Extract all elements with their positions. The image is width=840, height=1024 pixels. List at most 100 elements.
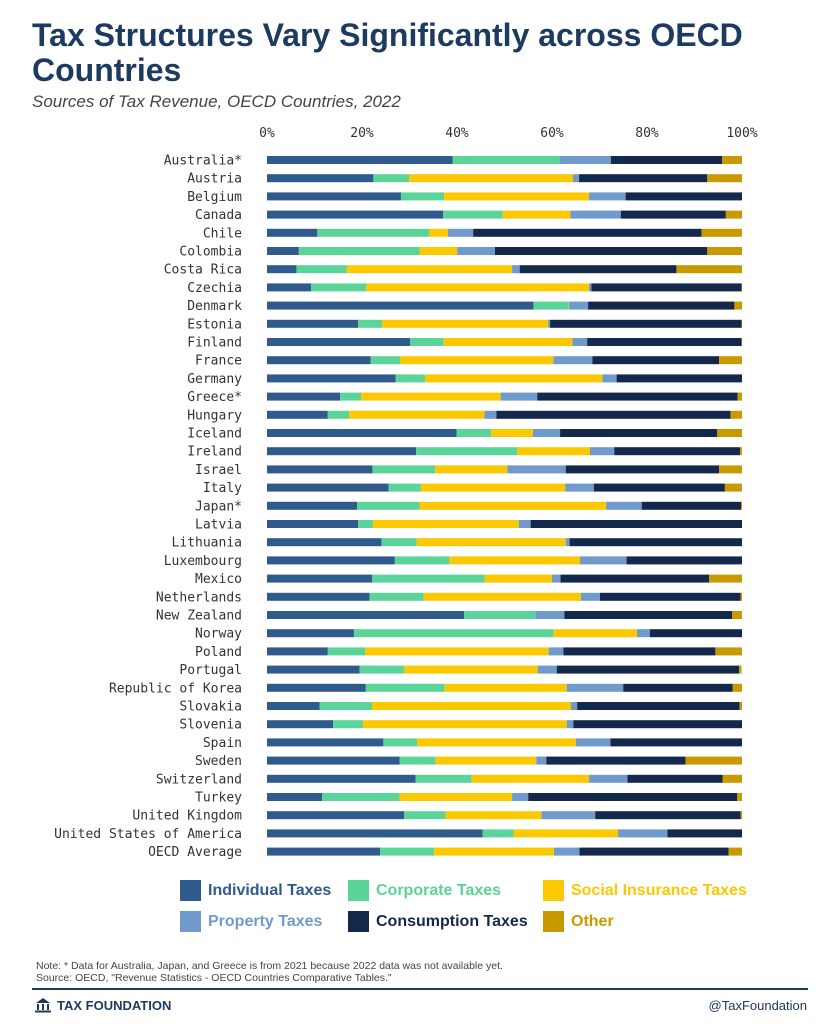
x-tick-label: 0% [259, 126, 275, 141]
bar-segment-corporate-taxes [298, 247, 420, 255]
bar-segment-individual-taxes [267, 374, 396, 383]
bar-row: Japan* [195, 499, 742, 514]
bar-segment-property-taxes [602, 374, 617, 383]
bar-segment-corporate-taxes [380, 847, 435, 856]
bar-segment-individual-taxes [267, 174, 374, 183]
category-label: Austria [187, 172, 242, 187]
bar-segment-consumption-taxes [625, 192, 742, 201]
bar-segment-corporate-taxes [359, 665, 405, 674]
bar-segment-consumption-taxes [641, 501, 742, 510]
bar-segment-property-taxes [566, 683, 624, 692]
bar-segment-individual-taxes [267, 429, 457, 437]
legend-swatch [543, 911, 564, 932]
category-label: Spain [203, 736, 242, 751]
bar-segment-other [737, 793, 742, 801]
bar-segment-social-insurance-taxes [362, 720, 567, 729]
bar-segment-social-insurance-taxes [365, 647, 549, 656]
legend-label: Consumption Taxes [376, 912, 528, 930]
bar-segment-individual-taxes [267, 483, 389, 492]
bar-segment-consumption-taxes [626, 556, 742, 565]
bar-segment-social-insurance-taxes [425, 374, 603, 383]
bar-segment-corporate-taxes [311, 283, 367, 292]
bar-segment-other [732, 611, 742, 619]
bar-segment-individual-taxes [267, 156, 453, 164]
bar-segment-consumption-taxes [610, 738, 742, 747]
legend-swatch [348, 880, 369, 901]
bar-segment-property-taxes [512, 265, 520, 274]
bar-segment-social-insurance-taxes [361, 392, 501, 401]
bar-segment-social-insurance-taxes [553, 629, 638, 638]
bar-segment-other [741, 501, 742, 510]
bar-segment-individual-taxes [267, 756, 400, 765]
bar-segment-corporate-taxes [415, 774, 472, 783]
bar-row: Estonia [187, 317, 742, 332]
bar-segment-property-taxes [580, 556, 627, 565]
bar-row: Hungary [187, 408, 742, 423]
bar-segment-other [707, 174, 742, 183]
category-label: Slovenia [179, 718, 242, 733]
bar-row: Netherlands [156, 590, 742, 605]
bar-segment-corporate-taxes [370, 356, 400, 365]
bar-segment-social-insurance-taxes [399, 793, 513, 801]
category-label: Switzerland [156, 772, 242, 787]
bar-segment-property-taxes [580, 592, 600, 601]
bar-segment-individual-taxes [267, 647, 328, 656]
brand-logo: TAX FOUNDATION [34, 997, 171, 1013]
bar-segment-social-insurance-taxes [435, 465, 508, 474]
x-tick-label: 20% [350, 126, 374, 141]
bar-segment-property-taxes [560, 156, 611, 164]
chart-legend: Individual Taxes Corporate Taxes Social In… [180, 880, 780, 932]
bar-row: Finland [187, 336, 742, 351]
category-label: Luxembourg [164, 554, 242, 569]
bar-segment-other [715, 647, 742, 656]
bar-segment-other [739, 702, 742, 710]
bar-segment-social-insurance-taxes [417, 738, 576, 747]
bar-segment-corporate-taxes [358, 520, 373, 528]
bar-segment-corporate-taxes [482, 829, 514, 838]
bar-row: Turkey [195, 791, 742, 806]
bar-row: Latvia [195, 518, 742, 533]
category-label: Chile [203, 226, 242, 241]
bar-segment-individual-taxes [267, 574, 372, 583]
category-label: Iceland [187, 427, 242, 442]
bar-segment-social-insurance-taxes [419, 501, 607, 510]
chart-title: Tax Structures Vary Significantly across… [32, 17, 743, 88]
bar-segment-individual-taxes [267, 465, 373, 474]
bar-segment-individual-taxes [267, 702, 320, 710]
bar-row: Colombia [179, 245, 742, 260]
bar-segment-property-taxes [553, 356, 593, 365]
bar-segment-consumption-taxes [610, 156, 723, 164]
bar-segment-consumption-taxes [595, 811, 741, 820]
bar-row: Denmark [187, 299, 742, 314]
category-label: Costa Rica [164, 263, 242, 278]
bar-segment-social-insurance-taxes [423, 592, 581, 601]
category-label: Greece* [187, 390, 242, 405]
bar-segment-property-taxes [606, 501, 642, 510]
bar-segment-property-taxes [566, 720, 574, 729]
category-label: France [195, 354, 242, 369]
bar-segment-social-insurance-taxes [449, 556, 581, 565]
legend-label: Other [571, 912, 614, 930]
bar-segment-other [728, 847, 742, 856]
bar-segment-property-taxes [500, 392, 538, 401]
source-text: Source: OECD, "Revenue Statistics - OECD… [36, 972, 392, 984]
bar-segment-social-insurance-taxes [416, 538, 566, 547]
bar-segment-social-insurance-taxes [346, 265, 513, 274]
bar-row: Slovenia [179, 718, 742, 733]
legend-item: Consumption Taxes [348, 911, 543, 932]
category-label: Ireland [187, 445, 242, 460]
legend-label: Individual Taxes [208, 881, 332, 899]
bar-segment-corporate-taxes [372, 465, 436, 474]
bar-row: Chile [203, 226, 742, 241]
brand-name: TAX FOUNDATION [57, 997, 172, 1013]
bar-segment-other [740, 447, 742, 456]
bar-segment-corporate-taxes [333, 720, 363, 729]
bar-segment-social-insurance-taxes [471, 774, 590, 783]
bar-segment-individual-taxes [267, 665, 360, 674]
bar-segment-consumption-taxes [649, 629, 742, 638]
bar-segment-consumption-taxes [528, 793, 738, 801]
category-label: Turkey [195, 791, 242, 806]
bar-segment-property-taxes [447, 228, 474, 237]
bar-segment-consumption-taxes [519, 265, 677, 274]
bar-segment-individual-taxes [267, 847, 381, 856]
